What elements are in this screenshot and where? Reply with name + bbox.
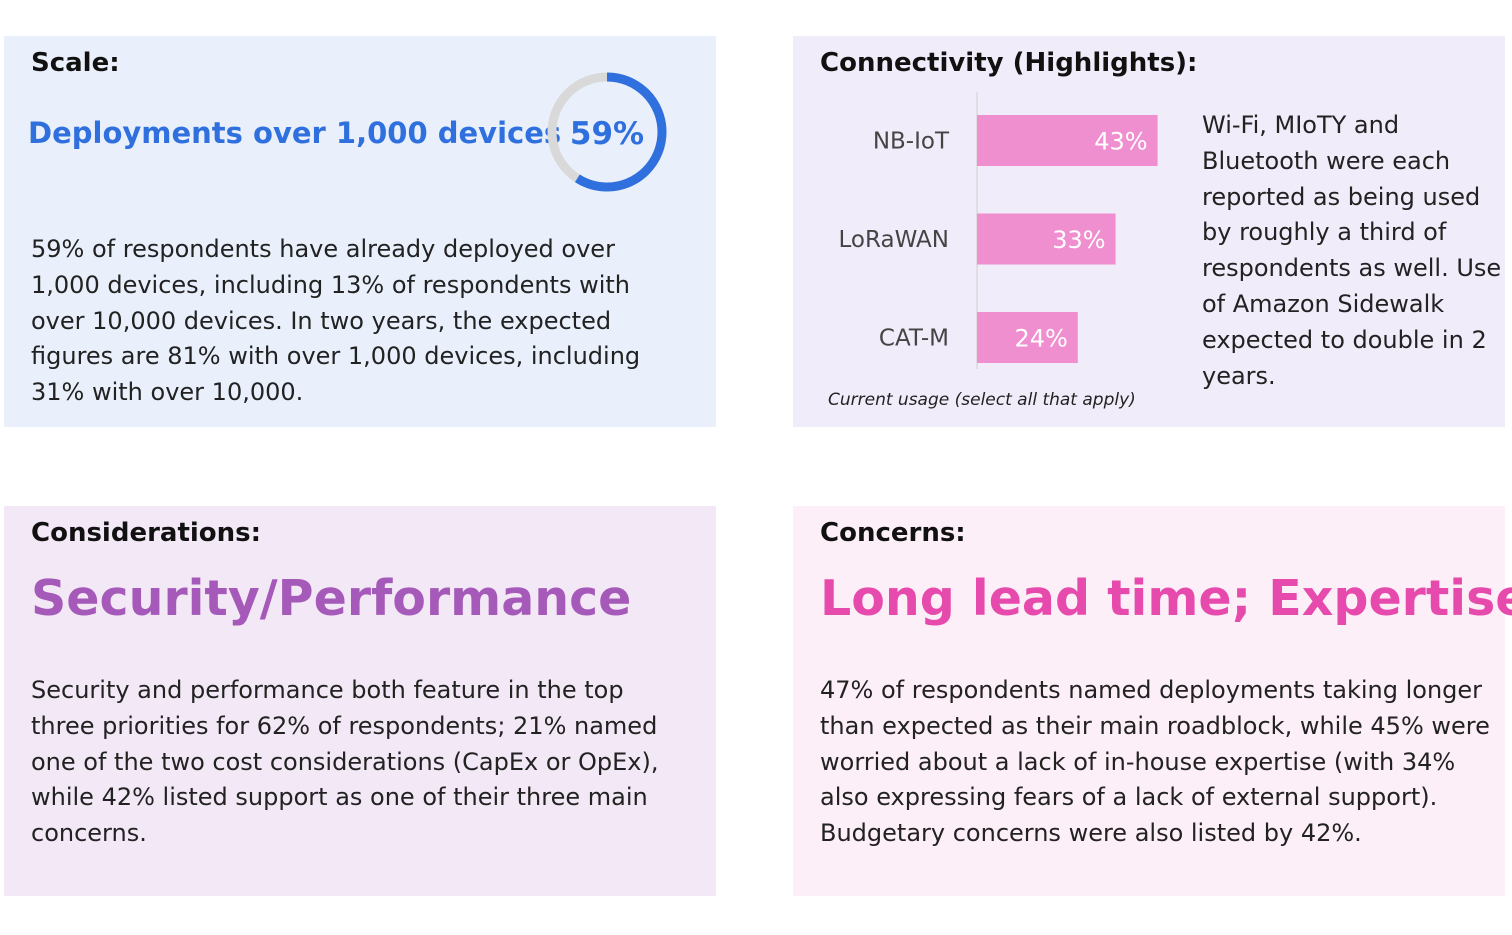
connectivity-panel: Connectivity (Highlights): NB-IoT 43% LoRa… — [793, 36, 1505, 427]
considerations-panel: Considerations: Security/Performance Sec… — [4, 506, 716, 896]
connectivity-bar-chart: NB-IoT 43% LoRaWAN 33% CAT-M 24% Current usage… — [828, 92, 1158, 410]
category-label: LoRaWAN — [839, 227, 949, 253]
value-label: 33% — [1052, 226, 1105, 254]
x-axis-caption: Current usage (select all that apply) — [828, 390, 1136, 410]
scale-panel: Scale: Deployments over 1,000 devices 59… — [4, 36, 716, 427]
scale-headline: Deployments over 1,000 devices — [28, 116, 562, 150]
value-label: 43% — [1094, 128, 1147, 156]
donut-label: 59% — [570, 116, 644, 152]
bar-lorawan — [977, 213, 1116, 265]
bar-cat-m — [977, 312, 1078, 363]
concerns-body: 47% of respondents named deployments tak… — [820, 676, 1490, 848]
connectivity-side-text: Wi-Fi, MIoTY and Bluetooth were each rep… — [1202, 111, 1502, 390]
concerns-title: Long lead time; Expertise — [820, 570, 1512, 627]
bar-nb-iot — [977, 115, 1158, 166]
scale-donut-chart: 59% — [547, 72, 667, 192]
category-label: NB-IoT — [873, 129, 950, 155]
scale-body: 59% of respondents have already deployed… — [31, 235, 641, 407]
concerns-panel: Concerns: Long lead time; Expertise 47% … — [793, 506, 1512, 896]
considerations-body: Security and performance both feature in… — [31, 676, 659, 848]
donut-value-arc — [547, 72, 667, 192]
value-label: 24% — [1014, 325, 1067, 353]
considerations-heading: Considerations: — [31, 518, 262, 548]
connectivity-heading: Connectivity (Highlights): — [820, 48, 1198, 78]
category-label: CAT-M — [879, 326, 949, 352]
concerns-heading: Concerns: — [820, 518, 966, 548]
scale-heading: Scale: — [31, 48, 120, 78]
considerations-title: Security/Performance — [31, 570, 632, 627]
